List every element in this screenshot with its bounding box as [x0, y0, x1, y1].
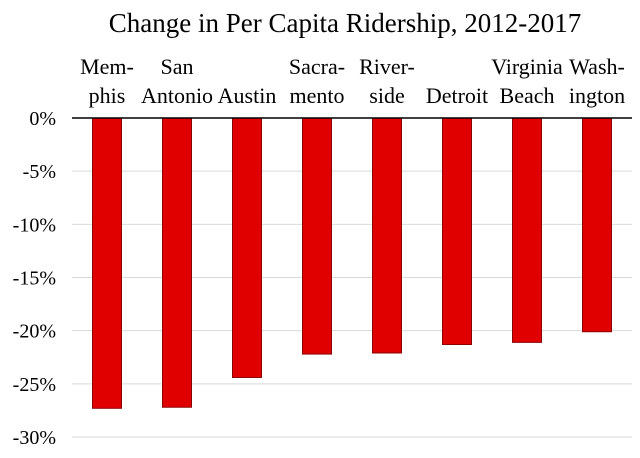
y-axis-ticks: 0% -5% -10% -15% -20% -25% -30%: [13, 108, 56, 449]
y-tick-label: -25%: [13, 374, 56, 396]
category-label: Mem-: [80, 54, 134, 79]
bar: [582, 117, 612, 333]
category-label: phis: [89, 83, 126, 108]
y-tick-label: -15%: [13, 268, 56, 290]
category-label: ington: [569, 83, 625, 108]
bar: [372, 117, 402, 354]
category-label: Austin: [218, 83, 277, 108]
y-tick-label: -30%: [13, 427, 56, 449]
category-label: San: [161, 54, 194, 79]
category-label: Antonio: [141, 83, 213, 108]
category-label: Wash-: [569, 54, 625, 79]
bar: [162, 117, 192, 408]
bar: [232, 117, 262, 378]
y-tick-label: -5%: [23, 161, 56, 183]
category-label: side: [369, 83, 404, 108]
bar: [512, 117, 542, 343]
y-tick-label: 0%: [29, 108, 56, 130]
y-tick-label: -20%: [13, 321, 56, 343]
y-tick-label: -10%: [13, 214, 56, 236]
chart-title: Change in Per Capita Ridership, 2012-201…: [109, 8, 581, 38]
category-label: Virginia: [491, 54, 563, 79]
category-label: mento: [290, 83, 345, 108]
category-label: Detroit: [426, 83, 488, 108]
bar: [92, 117, 122, 409]
bar: [442, 117, 472, 345]
category-label: Sacra-: [289, 54, 345, 79]
category-label: River-: [359, 54, 415, 79]
category-labels: Mem-phis San Antonio Austin Sacra-mento River…: [80, 54, 625, 108]
bar: [302, 117, 332, 355]
category-label: Beach: [500, 83, 555, 108]
gridlines: [72, 170, 632, 438]
bars: [92, 117, 612, 409]
